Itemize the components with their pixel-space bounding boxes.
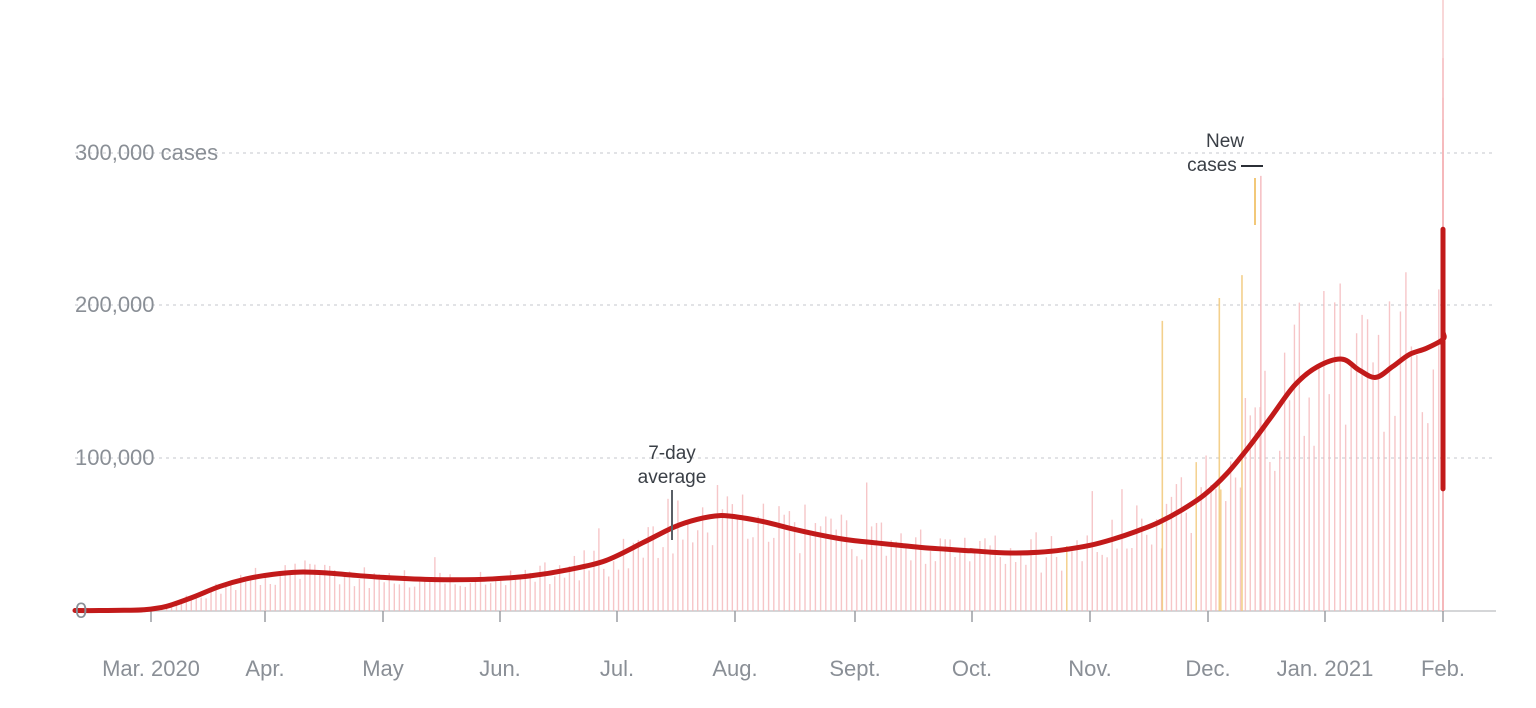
x-axis-label-apr: Apr. — [245, 656, 284, 682]
x-axis-label-jun: Jun. — [479, 656, 521, 682]
x-axis-label-jan2021: Jan. 2021 — [1277, 656, 1374, 682]
y-axis-label-300000: 300,000 cases — [75, 140, 218, 166]
seven-day-average-line — [75, 229, 1444, 610]
chart-container: 300,000 cases 200,000 100,000 0 Mar. 202… — [0, 0, 1536, 708]
x-axis-label-may: May — [362, 656, 404, 682]
x-tick-marks — [151, 611, 1443, 622]
x-axis-label-aug: Aug. — [712, 656, 757, 682]
x-axis-label-dec: Dec. — [1185, 656, 1230, 682]
x-axis-label-nov: Nov. — [1068, 656, 1112, 682]
x-axis-label-sept: Sept. — [829, 656, 880, 682]
y-axis-label-0: 0 — [75, 598, 87, 624]
annotation-new-cases: New cases — [1160, 130, 1290, 178]
x-axis-label-mar2020: Mar. 2020 — [102, 656, 200, 682]
x-axis-label-feb: Feb. — [1421, 656, 1465, 682]
x-axis-label-jul: Jul. — [600, 656, 634, 682]
new-cases-legend-swatch — [1241, 165, 1263, 167]
y-axis-label-100000: 100,000 — [75, 445, 155, 471]
covid-cases-chart-svg — [0, 0, 1536, 708]
y-axis-label-200000: 200,000 — [75, 292, 155, 318]
annotation-7day-average: 7-day average — [612, 442, 732, 490]
x-axis-label-oct: Oct. — [952, 656, 992, 682]
